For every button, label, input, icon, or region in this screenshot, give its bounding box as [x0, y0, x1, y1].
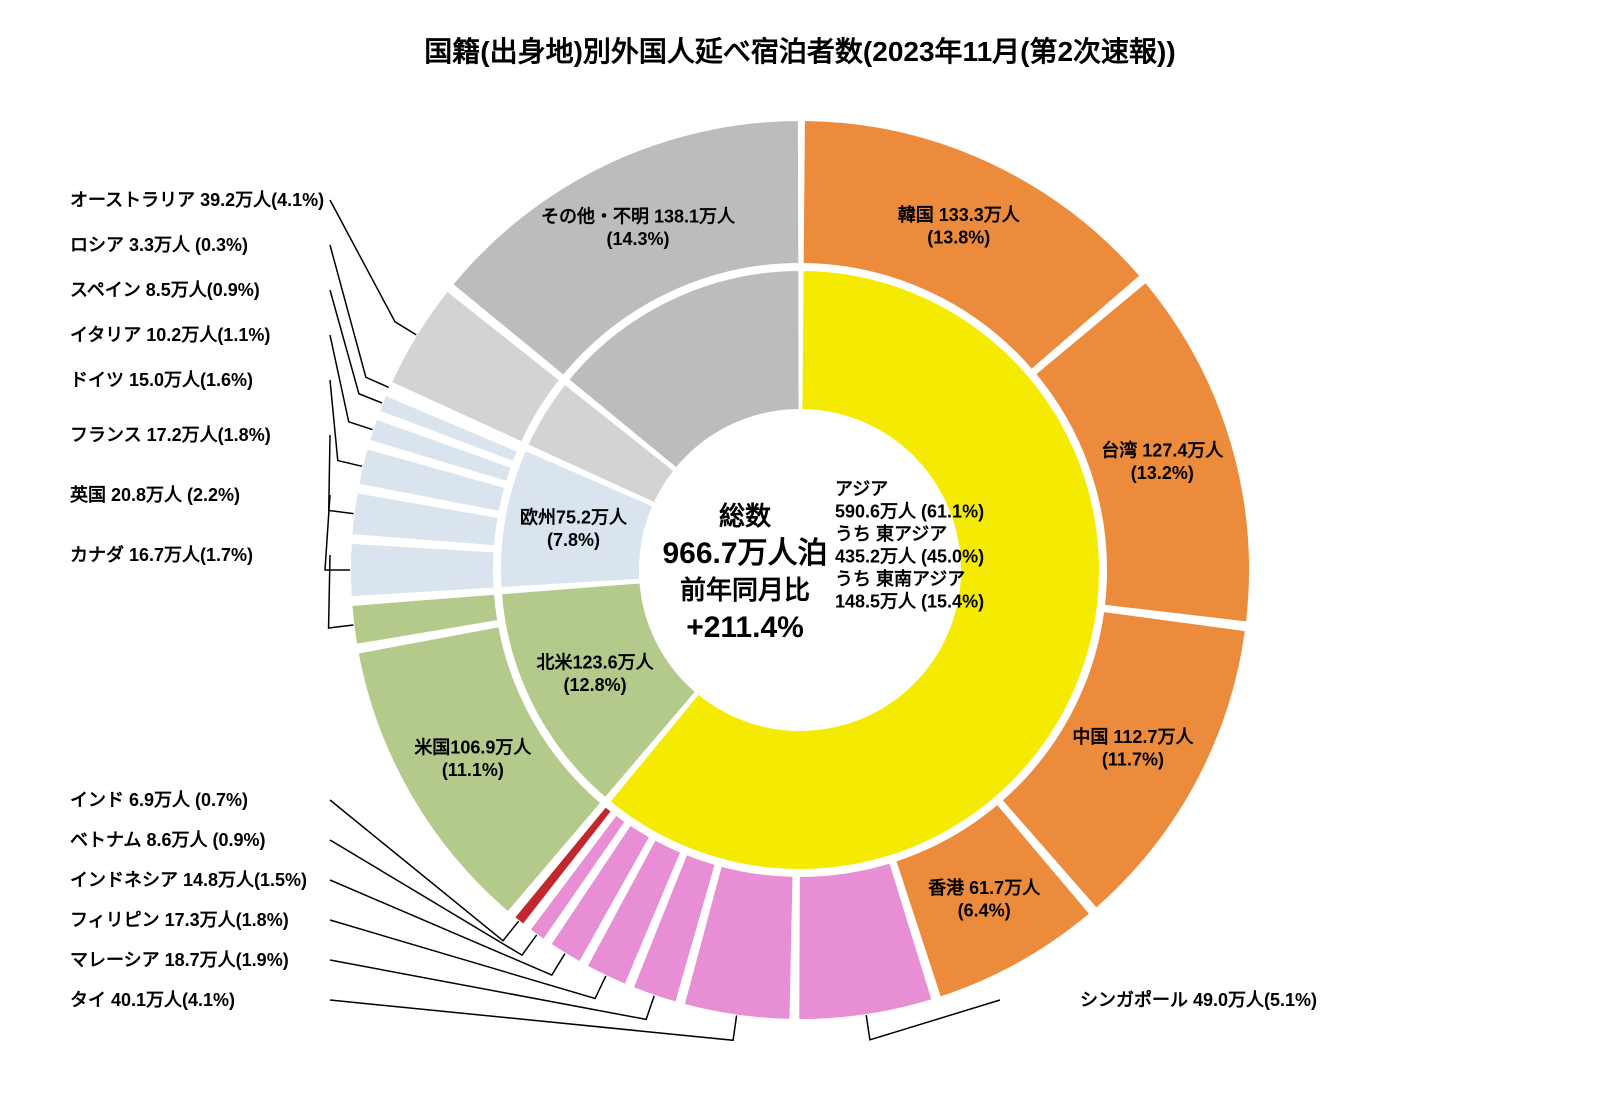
donut-chart: 北米123.6万人(12.8%)欧州75.2万人(7.8%)韓国 133.3万人…	[0, 0, 1600, 1108]
center-l2: 966.7万人泊	[662, 537, 827, 570]
callout-thailand: タイ 40.1万人(4.1%)	[70, 990, 235, 1010]
leader-indonesia	[330, 880, 565, 975]
leader-australia	[330, 200, 416, 335]
leader-germany	[330, 380, 362, 466]
leader-thailand	[330, 1000, 737, 1040]
leader-france	[329, 435, 354, 514]
callout-singapore: シンガポール 49.0万人(5.1%)	[1080, 989, 1317, 1010]
center-l3: 前年同月比	[680, 575, 810, 605]
callout-vietnam: ベトナム 8.6万人 (0.9%)	[70, 830, 266, 850]
callout-russia: ロシア 3.3万人 (0.3%)	[70, 235, 248, 255]
center-l4: +211.4%	[686, 611, 804, 644]
callout-uk: 英国 20.8万人 (2.2%)	[69, 484, 240, 505]
center-l1: 総数	[719, 501, 772, 531]
callout-indonesia: インドネシア 14.8万人(1.5%)	[70, 870, 307, 890]
leader-spain	[330, 290, 382, 403]
leader-italy	[330, 335, 372, 430]
callout-germany: ドイツ 15.0万人(1.6%)	[70, 370, 253, 390]
chart-container: 国籍(出身地)別外国人延べ宿泊者数(2023年11月(第2次速報)) 北米123…	[0, 0, 1600, 1108]
callout-india: インド 6.9万人 (0.7%)	[70, 790, 248, 810]
leader-russia	[330, 245, 389, 387]
callout-malaysia: マレーシア 18.7万人(1.9%)	[70, 950, 289, 970]
callout-australia: オーストラリア 39.2万人(4.1%)	[70, 190, 324, 210]
callout-spain: スペイン 8.5万人(0.9%)	[70, 280, 260, 300]
callout-philippines: フィリピン 17.3万人(1.8%)	[70, 910, 289, 930]
outer-uk	[350, 543, 495, 597]
callout-france: フランス 17.2万人(1.8%)	[70, 425, 271, 445]
callout-italy: イタリア 10.2万人(1.1%)	[70, 325, 270, 345]
callout-canada: カナダ 16.7万人(1.7%)	[70, 544, 253, 565]
